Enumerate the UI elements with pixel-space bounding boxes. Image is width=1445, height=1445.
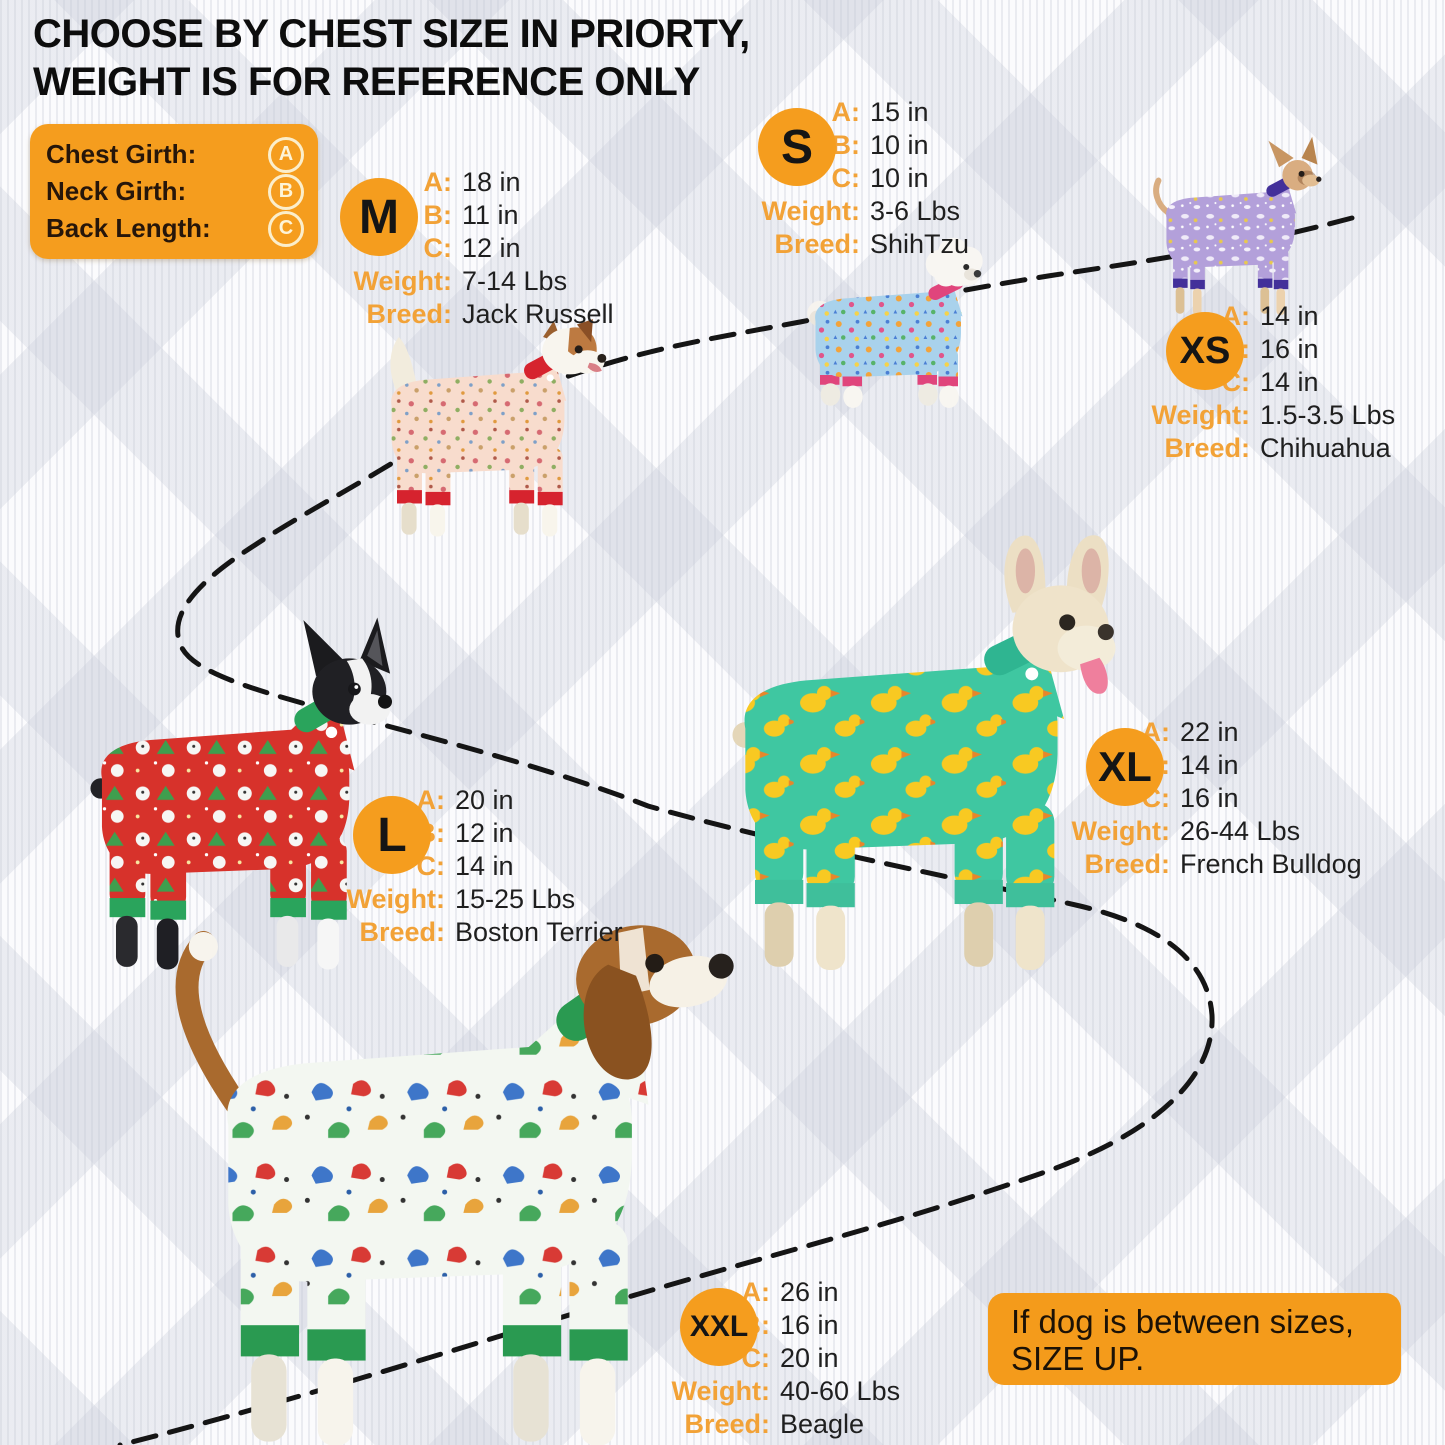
weight-value: 15-25 Lbs bbox=[455, 884, 576, 914]
title-line-2: WEIGHT IS FOR REFERENCE ONLY bbox=[33, 60, 700, 104]
legend-label: Back Length: bbox=[46, 213, 211, 243]
back-value: 10 in bbox=[870, 163, 929, 193]
circled-b-icon: B bbox=[268, 173, 304, 210]
breed-value: Chihuahua bbox=[1260, 433, 1391, 463]
size-badge-l: L bbox=[353, 796, 431, 874]
weight-label: Weight: bbox=[761, 196, 860, 226]
weight-value: 7-14 Lbs bbox=[462, 266, 568, 296]
weight-value: 26-44 Lbs bbox=[1180, 816, 1301, 846]
circled-c-icon: C bbox=[268, 210, 304, 247]
circled-a-icon: A bbox=[268, 136, 304, 173]
note-line-1: If dog is between sizes, bbox=[1011, 1303, 1355, 1340]
size-measurements: A: 15 in B: 10 in C: 10 in Weight: 3-6 Lbs B… bbox=[746, 96, 970, 261]
size-info-xs: XS A:14 in B:16 in C:14 in Weight:1.5-3.… bbox=[1136, 300, 1396, 465]
neck-value: 16 in bbox=[780, 1310, 839, 1340]
chest-value: 20 in bbox=[455, 785, 514, 815]
legend-row-back: Back Length: C bbox=[46, 210, 304, 247]
chest-value: 14 in bbox=[1260, 301, 1319, 331]
measurement-legend: Chest Girth: A Neck Girth: B Back Length… bbox=[30, 124, 318, 259]
size-measurements: A: 18 in B: 11 in C: 12 in Weight: 7-14 Lbs … bbox=[338, 166, 614, 331]
french-bulldog-dog-image bbox=[652, 512, 1167, 970]
breed-label: Breed: bbox=[359, 917, 445, 947]
beagle-dog-image bbox=[88, 905, 793, 1445]
breed-label: Breed: bbox=[684, 1409, 770, 1439]
size-badge-m: M bbox=[340, 178, 418, 256]
breed-label: Breed: bbox=[366, 299, 452, 329]
size-badge-xs: XS bbox=[1166, 312, 1244, 390]
breed-label: Breed: bbox=[774, 229, 860, 259]
breed-value: ShihTzu bbox=[870, 229, 970, 259]
size-up-note: If dog is between sizes, SIZE UP. bbox=[988, 1293, 1401, 1385]
note-line-2: SIZE UP. bbox=[1011, 1340, 1145, 1377]
back-value: 12 in bbox=[462, 233, 521, 263]
weight-label: Weight: bbox=[1151, 400, 1250, 430]
size-info-l: L A:20 in B:12 in C:14 in Weight:15-25 L… bbox=[331, 784, 623, 949]
weight-value: 40-60 Lbs bbox=[780, 1376, 901, 1406]
legend-label: Neck Girth: bbox=[46, 176, 187, 206]
size-measurements: A:20 in B:12 in C:14 in Weight:15-25 Lbs… bbox=[331, 784, 623, 949]
size-badge-xxl: XXL bbox=[680, 1288, 758, 1366]
size-measurements: A:14 in B:16 in C:14 in Weight:1.5-3.5 L… bbox=[1136, 300, 1396, 465]
neck-value: 11 in bbox=[462, 200, 519, 230]
size-info-m: M A: 18 in B: 11 in C: 12 in Weight: 7-14 Lb… bbox=[338, 166, 614, 331]
back-value: 14 in bbox=[455, 851, 514, 881]
neck-value: 12 in bbox=[455, 818, 514, 848]
size-info-xxl: XXL A:26 in B:16 in C:20 in Weight:40-60… bbox=[656, 1276, 901, 1441]
breed-value: Boston Terrier bbox=[455, 917, 623, 947]
size-measurements: A:22 in B:14 in C:16 in Weight:26-44 Lbs… bbox=[1056, 716, 1362, 881]
title-line-1: CHOOSE BY CHEST SIZE IN PRIORTY, bbox=[33, 12, 750, 56]
breed-value: French Bulldog bbox=[1180, 849, 1362, 879]
breed-value: Beagle bbox=[780, 1409, 865, 1439]
back-label: C: bbox=[831, 163, 861, 193]
back-value: 14 in bbox=[1260, 367, 1319, 397]
back-label: C: bbox=[423, 233, 453, 263]
page-title: CHOOSE BY CHEST SIZE IN PRIORTY, WEIGHT … bbox=[33, 10, 750, 106]
size-badge-xl: XL bbox=[1086, 728, 1164, 806]
legend-row-chest: Chest Girth: A bbox=[46, 136, 304, 173]
jack-russell-dog-image bbox=[340, 288, 625, 540]
chest-value: 18 in bbox=[462, 167, 521, 197]
chest-label: A: bbox=[423, 167, 453, 197]
neck-value: 14 in bbox=[1180, 750, 1239, 780]
weight-value: 3-6 Lbs bbox=[870, 196, 961, 226]
chest-label: A: bbox=[831, 97, 861, 127]
back-value: 20 in bbox=[780, 1343, 839, 1373]
chest-value: 15 in bbox=[870, 97, 929, 127]
size-badge-s: S bbox=[758, 108, 836, 186]
size-info-xl: XL A:22 in B:14 in C:16 in Weight:26-44 … bbox=[1056, 716, 1362, 881]
neck-label: B: bbox=[423, 200, 453, 230]
weight-label: Weight: bbox=[1071, 816, 1170, 846]
weight-label: Weight: bbox=[671, 1376, 770, 1406]
boston-terrier-dog-image bbox=[28, 532, 436, 972]
size-info-s: S A: 15 in B: 10 in C: 10 in Weight: 3-6 Lbs… bbox=[746, 96, 969, 261]
back-value: 16 in bbox=[1180, 783, 1239, 813]
neck-value: 10 in bbox=[870, 130, 929, 160]
neck-value: 16 in bbox=[1260, 334, 1319, 364]
size-measurements: A:26 in B:16 in C:20 in Weight:40-60 Lbs… bbox=[656, 1276, 901, 1441]
chihuahua-dog-image bbox=[1128, 112, 1340, 317]
weight-label: Weight: bbox=[346, 884, 445, 914]
legend-label: Chest Girth: bbox=[46, 139, 197, 169]
chest-value: 22 in bbox=[1180, 717, 1239, 747]
neck-label: B: bbox=[831, 130, 861, 160]
breed-label: Breed: bbox=[1084, 849, 1170, 879]
breed-value: Jack Russell bbox=[462, 299, 614, 329]
weight-value: 1.5-3.5 Lbs bbox=[1260, 400, 1396, 430]
shihtzu-dog-image bbox=[772, 228, 1012, 408]
chest-value: 26 in bbox=[780, 1277, 839, 1307]
weight-label: Weight: bbox=[353, 266, 452, 296]
breed-label: Breed: bbox=[1164, 433, 1250, 463]
legend-row-neck: Neck Girth: B bbox=[46, 173, 304, 210]
